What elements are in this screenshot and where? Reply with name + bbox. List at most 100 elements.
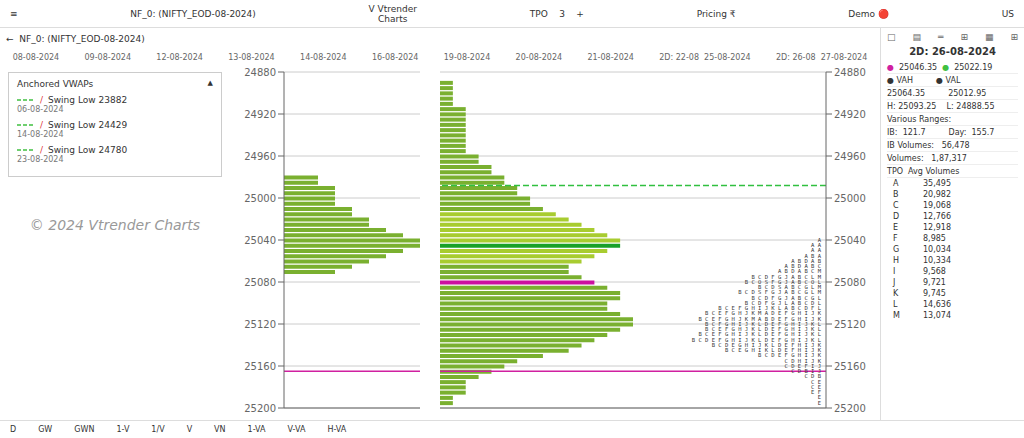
html-text:← NF_0: (NIFTY_EOD-08-2024): ← NF_0: (NIFTY_EOD-08-2024) — [6, 34, 145, 44]
svg-text:B C D S A B C G L M: B C D S A B C G L M — [758, 284, 822, 290]
html-text:© 2024 Vtrender Charts: © 2024 Vtrender Charts — [29, 217, 201, 233]
svg-text:25160: 25160 — [244, 361, 276, 372]
html-text:21-08-2024: 21-08-2024 — [587, 52, 634, 62]
html-text:Swing Low 24780: Swing Low 24780 — [48, 145, 128, 155]
svg-text:B C O S F G J A B C O L: B C O S F G J A B C O L — [745, 279, 822, 285]
html-text:TPO 3 +: TPO 3 + — [529, 8, 584, 19]
svg-text:25160: 25160 — [834, 361, 866, 372]
html-text:● VAL: ● VAL — [936, 75, 961, 85]
html-text:2D: 26-08-2024: 2D: 26-08-2024 — [909, 46, 996, 57]
html-text:Day: 155.7: Day: 155.7 — [948, 127, 995, 137]
html-text:Swing Low 23882: Swing Low 23882 — [48, 95, 128, 105]
html-text:13-08-2024: 13-08-2024 — [228, 52, 275, 62]
html-text:35,495: 35,495 — [923, 179, 951, 188]
svg-text:25000: 25000 — [834, 193, 866, 204]
html-text:12-08-2024: 12-08-2024 — [156, 52, 203, 62]
svg-text:25080: 25080 — [244, 277, 276, 288]
html-text:V Vtrender Charts: V Vtrender Charts — [368, 3, 417, 24]
html-text:20-08-2024: 20-08-2024 — [515, 52, 563, 62]
svg-text:25200: 25200 — [834, 403, 866, 414]
svg-text:C E: C E — [811, 384, 821, 390]
svg-text:C D B I J: C D B I J — [791, 368, 821, 374]
svg-text:B C D F G J A B C L M: B C D F G J A B C L M — [751, 274, 821, 280]
html-text:9,568: 9,568 — [923, 267, 946, 276]
html-text:Swing Low 24429: Swing Low 24429 — [48, 120, 128, 130]
html-text:H: 25093.25 L: 24888.55: H: 25093.25 L: 24888.55 — [887, 101, 995, 111]
svg-text:A B D A B: A B D A B — [791, 258, 821, 264]
html-text:12,918: 12,918 — [923, 223, 951, 232]
html-text:14-08-2024: 14-08-2024 — [17, 130, 64, 139]
html-text:Anchored VWAPs: Anchored VWAPs — [17, 79, 94, 89]
html-text:8,985: 8,985 — [923, 234, 946, 243]
svg-text:C D B: C D B — [804, 373, 821, 379]
html-text:9,721: 9,721 — [923, 278, 946, 287]
html-text:25046.35: 25046.35 — [899, 62, 938, 72]
svg-text:C E: C E — [811, 379, 821, 385]
svg-text:A A: A A — [811, 247, 822, 253]
html-text:10,034: 10,034 — [923, 245, 951, 254]
html-text:Demo 🔴: Demo 🔴 — [848, 8, 889, 19]
html-text:20,982: 20,982 — [923, 190, 951, 199]
svg-text:E: E — [818, 394, 821, 400]
html-text:10,334: 10,334 — [923, 256, 951, 265]
html-text:US: US — [1001, 8, 1014, 19]
html-text:12,766: 12,766 — [923, 212, 951, 221]
svg-text:24960: 24960 — [244, 151, 276, 162]
svg-text:25040: 25040 — [834, 235, 866, 246]
svg-text:B C E F G H I J K L D E F G H: B C E F G H I J K L D E F G H I J K L — [698, 331, 821, 337]
svg-text:B C F G H I J K L D E F G H I: B C F G H I J K L D E F G H I J K L — [705, 321, 822, 327]
html-text:08-08-2024: 08-08-2024 — [12, 52, 60, 62]
html-text:19,068: 19,068 — [923, 201, 951, 210]
html-text:25064.35: 25064.35 — [887, 88, 926, 98]
html-text:Volumes: 1,87,317: Volumes: 1,87,317 — [887, 153, 967, 163]
svg-text:C D H I J K: C D H I J K — [785, 358, 822, 364]
svg-text:24880: 24880 — [834, 67, 866, 78]
svg-text:B C D E F G H I J K: B C D E F G H I J K — [758, 352, 822, 358]
svg-text:B C E G H I K L D E F H I J K: B C E G H I K L D E F H I J K — [725, 347, 822, 353]
svg-text:25080: 25080 — [834, 277, 866, 288]
svg-text:25120: 25120 — [834, 319, 866, 330]
svg-text:B C D F G J L A B C D L: B C D F G J L A B C D L — [745, 300, 822, 306]
svg-text:24920: 24920 — [244, 109, 276, 120]
html-text:IB Volumes: 56,478: IB Volumes: 56,478 — [887, 140, 970, 150]
html-text:Pricing ₹: Pricing ₹ — [696, 8, 736, 19]
svg-text:25200: 25200 — [244, 403, 276, 414]
svg-text:B C E F G H J K M A D E F G H: B C E F G H J K M A D E F G H I J K — [705, 310, 822, 316]
svg-text:A A: A A — [811, 242, 822, 248]
html-text:16-08-2024: 16-08-2024 — [371, 52, 419, 62]
svg-text:E: E — [818, 400, 821, 406]
svg-text:B C D E G H I J K L D E F H I: B C D E G H I J K L D E F H I J K — [712, 342, 822, 348]
svg-text:E F: E F — [811, 389, 821, 395]
html-text:25012.95: 25012.95 — [948, 88, 987, 98]
html-text:2D: 26-08 27-08-2024: 2D: 26-08 27-08-2024 — [775, 52, 868, 62]
html-text:Various Ranges:: Various Ranges: — [887, 114, 952, 124]
svg-text:A: A — [818, 237, 822, 243]
svg-text:B C E F G H I J K L A B C D F: B C E F G H I J K L A B C D F L — [718, 305, 821, 311]
svg-text:B C D S F G J A B C G L M: B C D S F G J A B C G L M — [738, 289, 821, 295]
svg-text:B C E F G H J K L D E F G H I: B C E F G H J K L D E F G H I J K L — [705, 326, 822, 332]
svg-text:25120: 25120 — [244, 319, 276, 330]
svg-text:A B D A B C: A B D A B C — [785, 263, 821, 269]
html-text:06-08-2024: 06-08-2024 — [17, 105, 64, 114]
html-text:23-08-2024: 23-08-2024 — [17, 155, 64, 164]
html-text:19-08-2024: 19-08-2024 — [443, 52, 491, 62]
html-text:14-08-2024: 14-08-2024 — [300, 52, 347, 62]
html-text:2D: 22-08 25-08-2024: 2D: 22-08 25-08-2024 — [659, 52, 751, 62]
svg-text:24920: 24920 — [834, 109, 866, 120]
html-text:NF_0: (NIFTY_EOD-08-2024): NF_0: (NIFTY_EOD-08-2024) — [130, 8, 256, 19]
svg-text:C D E F I J: C D E F I J — [785, 363, 821, 369]
svg-text:B C D E F G H I J K L D E F G: B C D E F G H I J K L D E F G H I J K L — [692, 337, 822, 343]
html-text:25022.19: 25022.19 — [954, 62, 993, 72]
svg-text:24880: 24880 — [244, 67, 276, 78]
svg-text:B C D F G J A B C G L: B C D F G J A B C G L — [751, 295, 821, 301]
html-text:IB: 121.7: IB: 121.7 — [887, 127, 926, 137]
svg-text:A B D A B C M: A B D A B C M — [778, 268, 822, 274]
html-text:TPO Avg Volumes: TPO Avg Volumes — [887, 166, 960, 176]
svg-text:25040: 25040 — [244, 235, 276, 246]
svg-text:25000: 25000 — [244, 193, 276, 204]
html-text:09-08-2024: 09-08-2024 — [84, 52, 131, 62]
svg-text:24960: 24960 — [834, 151, 866, 162]
svg-text:B C E F G H J K M A B D E F G: B C E F G H J K M A B D E F G H I J K — [698, 316, 821, 322]
svg-text:A B A: A B A — [804, 253, 821, 259]
html-text:● VAH: ● VAH — [887, 75, 913, 85]
